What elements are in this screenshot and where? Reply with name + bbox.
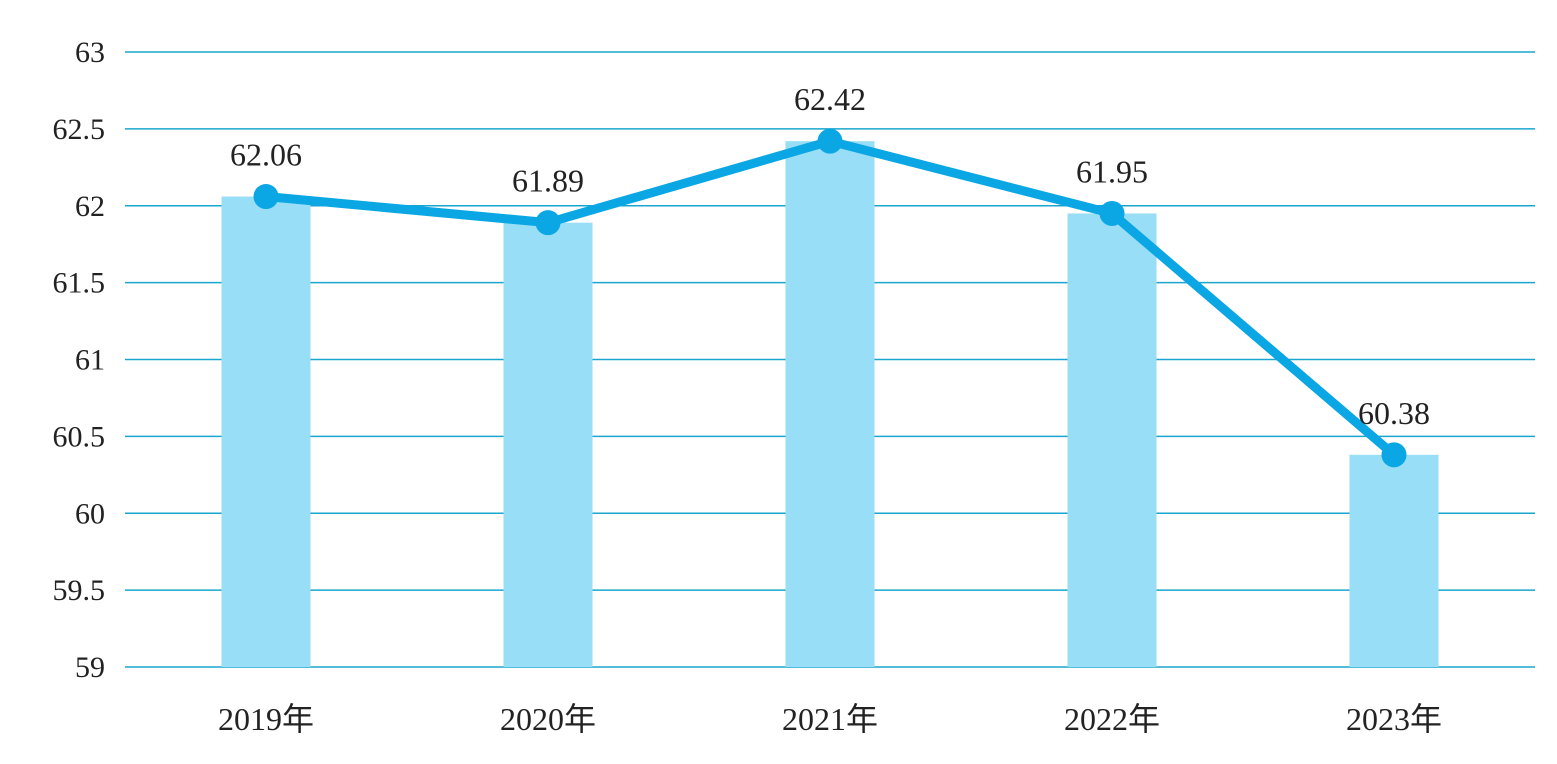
x-tick-label: 2019年 <box>218 701 314 737</box>
x-tick-label: 2023年 <box>1346 701 1442 737</box>
y-tick-label: 59.5 <box>53 574 106 607</box>
bar <box>1349 454 1439 667</box>
y-tick-label: 61 <box>75 344 105 377</box>
y-tick-label: 63 <box>75 36 105 69</box>
bar <box>503 222 593 667</box>
y-tick-label: 59 <box>75 651 105 684</box>
line-point <box>253 184 279 210</box>
y-tick-label: 60 <box>75 497 105 530</box>
bar <box>785 141 875 668</box>
y-tick-label: 62 <box>75 190 105 223</box>
data-label: 61.89 <box>512 163 584 199</box>
bar <box>1067 213 1157 667</box>
data-label: 61.95 <box>1076 153 1148 189</box>
x-tick-label: 2022年 <box>1064 701 1160 737</box>
line-series <box>253 128 1407 468</box>
y-tick-label: 62.5 <box>53 113 106 146</box>
bar <box>221 196 311 667</box>
x-tick-label: 2021年 <box>782 701 878 737</box>
data-label: 62.06 <box>230 137 302 173</box>
line-point <box>1381 442 1407 468</box>
y-tick-label: 60.5 <box>53 420 106 453</box>
y-tick-label: 61.5 <box>53 267 106 300</box>
line-point <box>1099 200 1125 226</box>
bars <box>221 141 1439 668</box>
x-tick-label: 2020年 <box>500 701 596 737</box>
line-point <box>535 210 561 236</box>
data-label: 62.42 <box>794 81 866 117</box>
labels: 59 59.5 60 60.5 61 61.5 62 62.5 63 62.06 61.89 62.4… <box>53 36 1443 737</box>
line-point <box>817 128 843 154</box>
data-label: 60.38 <box>1358 395 1430 431</box>
